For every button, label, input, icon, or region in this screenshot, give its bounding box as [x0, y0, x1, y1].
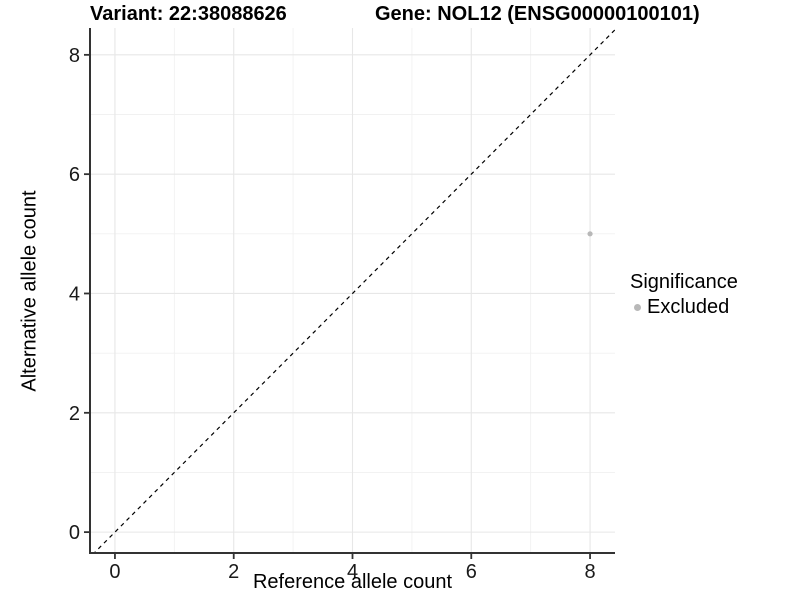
- identity-line: [93, 28, 615, 553]
- legend-title: Significance: [630, 271, 738, 293]
- y-tick-label: 8: [69, 45, 80, 67]
- x-tick-label: 0: [109, 561, 120, 583]
- y-tick-label: 6: [69, 164, 80, 186]
- x-tick-label: 4: [347, 561, 358, 583]
- x-axis-title: Reference allele count: [252, 571, 452, 593]
- variant-title: Variant: 22:38088626: [90, 3, 287, 25]
- data-point: [587, 231, 593, 237]
- y-axis-title: Alternative allele count: [18, 190, 41, 392]
- y-tick-label: 2: [69, 403, 80, 425]
- x-tick-label: 2: [228, 561, 239, 583]
- y-tick-label: 4: [69, 283, 80, 305]
- legend: Significance Excluded: [630, 271, 738, 319]
- legend-item-excluded: Excluded: [630, 296, 738, 319]
- gene-title: Gene: NOL12 (ENSG00000100101): [375, 3, 700, 25]
- y-tick-label: 0: [69, 522, 80, 544]
- x-tick-label: 6: [466, 561, 477, 583]
- x-tick-label: 8: [584, 561, 595, 583]
- excluded-point-icon: [634, 304, 641, 311]
- legend-item-label: Excluded: [647, 296, 730, 318]
